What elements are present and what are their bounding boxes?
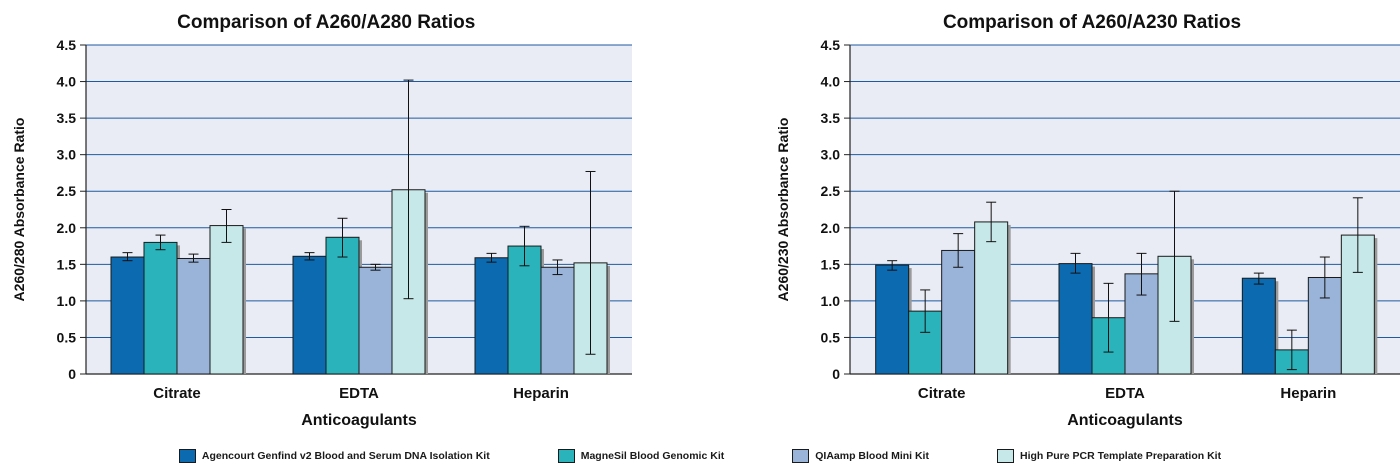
legend-item-highpure: High Pure PCR Template Preparation Kit — [996, 449, 1222, 463]
y-tick-label: 3.5 — [57, 110, 77, 126]
x-axis-label: Anticoagulants — [1067, 412, 1183, 429]
bar-heparin-agencourt — [1241, 277, 1276, 375]
bar-citrate-high — [974, 221, 1009, 375]
bar-citrate-agencourt — [875, 264, 910, 375]
y-tick-label: 1.5 — [57, 256, 77, 272]
legend-item-magnesil: MagneSil Blood Genomic Kit — [557, 449, 725, 463]
legend-label-qiaamp: QIAamp Blood Mini Kit — [815, 450, 929, 462]
bar-citrate-qiaamp — [941, 249, 976, 375]
legend-swatch-qiaamp — [792, 449, 810, 463]
bar-citrate-agencourt — [110, 256, 145, 375]
bar-edta-magnesil — [325, 236, 360, 375]
bar-edta-qiaamp — [358, 266, 393, 375]
y-tick-label: 2.5 — [821, 183, 841, 199]
bar-citrate-high — [209, 225, 244, 375]
y-tick-label: 3.5 — [821, 110, 841, 126]
y-tick-label: 0 — [832, 366, 840, 382]
y-tick-label: 0.5 — [821, 329, 841, 345]
y-tick-label: 4.0 — [57, 74, 77, 90]
chart-legend: Agencourt Genfind v2 Blood and Serum DNA… — [0, 448, 1400, 464]
y-tick-label: 4.5 — [57, 37, 77, 53]
legend-label-highpure: High Pure PCR Template Preparation Kit — [1019, 450, 1222, 462]
y-tick-label: 4.0 — [821, 74, 841, 90]
legend-swatch-highpure — [996, 449, 1014, 463]
legend-item-agencourt: Agencourt Genfind v2 Blood and Serum DNA… — [178, 449, 490, 463]
bar-heparin-qiaamp — [540, 266, 575, 375]
bar-heparin-agencourt — [474, 257, 509, 375]
chart-panel-1: 0 0.5 1.0 1.5 2.0 2.5 3.0 3.5 4.0 4.5 Citrate EDTA H… — [11, 12, 632, 429]
bar-edta-agencourt — [1058, 263, 1093, 375]
bar-citrate-qiaamp — [176, 257, 211, 375]
y-tick-label: 2.5 — [57, 183, 77, 199]
legend-label-magnesil: MagneSil Blood Genomic Kit — [580, 450, 725, 462]
y-tick-label: 2.0 — [57, 220, 77, 236]
x-tick-label-edta: EDTA — [339, 385, 379, 402]
chart-canvas: 0 0.5 1.0 1.5 2.0 2.5 3.0 3.5 4.0 4.5 Citrate EDTA H… — [11, 12, 1400, 429]
y-tick-label: 3.0 — [821, 147, 841, 163]
legend-item-qiaamp: QIAamp Blood Mini Kit — [792, 449, 929, 463]
x-tick-label-edta: EDTA — [1105, 385, 1145, 402]
y-tick-label: 4.5 — [821, 37, 841, 53]
y-tick-label: 2.0 — [821, 220, 841, 236]
y-tick-label: 1.0 — [57, 293, 77, 309]
y-tick-label: 1.5 — [821, 256, 841, 272]
y-tick-label: 3.0 — [57, 147, 77, 163]
x-tick-label-citrate: Citrate — [918, 385, 966, 402]
chart-panel-2: 0 0.5 1.0 1.5 2.0 2.5 3.0 3.5 4.0 4.5 Citrate EDTA H… — [775, 12, 1400, 429]
legend-label-agencourt: Agencourt Genfind v2 Blood and Serum DNA… — [201, 450, 490, 462]
y-tick-label: 1.0 — [821, 293, 841, 309]
x-tick-label-citrate: Citrate — [153, 385, 201, 402]
y-tick-label: 0.5 — [57, 329, 77, 345]
y-tick-label: 0 — [68, 366, 76, 382]
bar-edta-agencourt — [292, 255, 327, 375]
y-axis-label: A260/230 Absorbance Ratio — [775, 118, 791, 302]
y-axis-label: A260/280 Absorbance Ratio — [11, 118, 27, 302]
legend-swatch-magnesil — [557, 449, 575, 463]
chart-title: Comparison of A260/A230 Ratios — [943, 12, 1241, 33]
x-tick-label-heparin: Heparin — [1280, 385, 1336, 402]
x-axis-label: Anticoagulants — [301, 412, 417, 429]
x-tick-label-heparin: Heparin — [513, 385, 569, 402]
bar-citrate-magnesil — [143, 241, 178, 375]
chart-title: Comparison of A260/A280 Ratios — [177, 12, 475, 33]
legend-swatch-agencourt — [178, 449, 196, 463]
